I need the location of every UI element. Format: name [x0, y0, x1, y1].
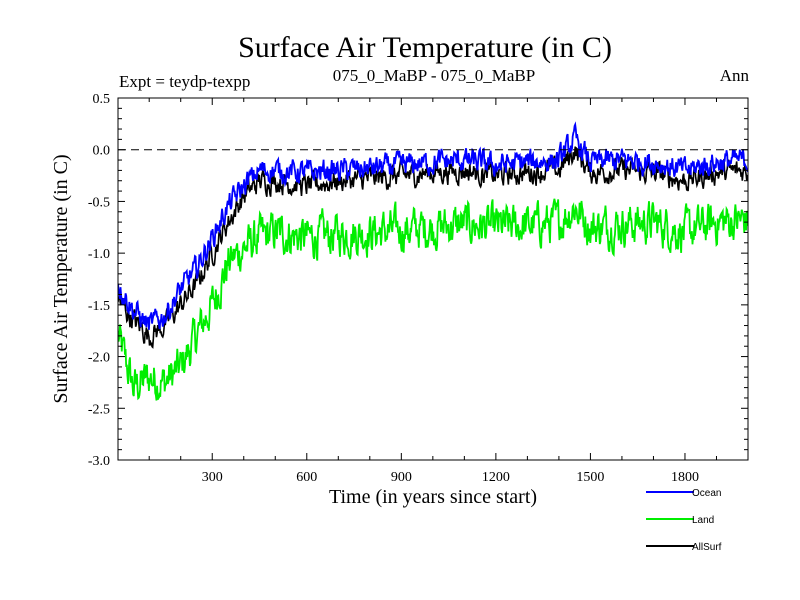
experiment-label: Expt = teydp-texpp	[119, 72, 250, 91]
y-tick-label: -2.5	[88, 402, 110, 417]
y-axis-label: Surface Air Temperature (in C)	[50, 154, 72, 403]
y-tick-label: 0.0	[93, 144, 111, 159]
series-line-ocean	[118, 121, 748, 330]
chart-title: Surface Air Temperature (in C)	[238, 31, 612, 64]
y-tick-label: -2.0	[88, 351, 110, 366]
plot-area	[118, 121, 748, 401]
legend: Ocean Land AllSurf	[646, 488, 722, 553]
x-tick-label: 900	[391, 470, 412, 485]
x-tick-label: 1800	[671, 470, 699, 485]
period-label: 075_0_MaBP - 075_0_MaBP	[333, 66, 535, 85]
series-line-allsurf	[118, 146, 748, 349]
axes: -3.0 -2.5 -2.0 -1.5 -1.0 -0.5 0.0 0.5 300 600 900 1…	[88, 92, 748, 485]
x-tick-label: 1200	[482, 470, 510, 485]
y-tick-label: -1.5	[88, 299, 110, 314]
x-axis-label: Time (in years since start)	[329, 486, 537, 508]
x-tick-label: 300	[202, 470, 223, 485]
y-tick-label: -3.0	[88, 454, 110, 469]
legend-label-allsurf: AllSurf	[692, 542, 722, 553]
x-tick-label: 1500	[576, 470, 604, 485]
x-tick-label: 600	[296, 470, 317, 485]
series-line-land	[118, 198, 748, 401]
legend-label-land: Land	[692, 515, 714, 526]
y-tick-label: -1.0	[88, 247, 110, 262]
season-label: Ann	[720, 66, 750, 85]
y-tick-label: 0.5	[93, 92, 111, 107]
legend-label-ocean: Ocean	[692, 488, 721, 499]
y-tick-label: -0.5	[88, 195, 110, 210]
